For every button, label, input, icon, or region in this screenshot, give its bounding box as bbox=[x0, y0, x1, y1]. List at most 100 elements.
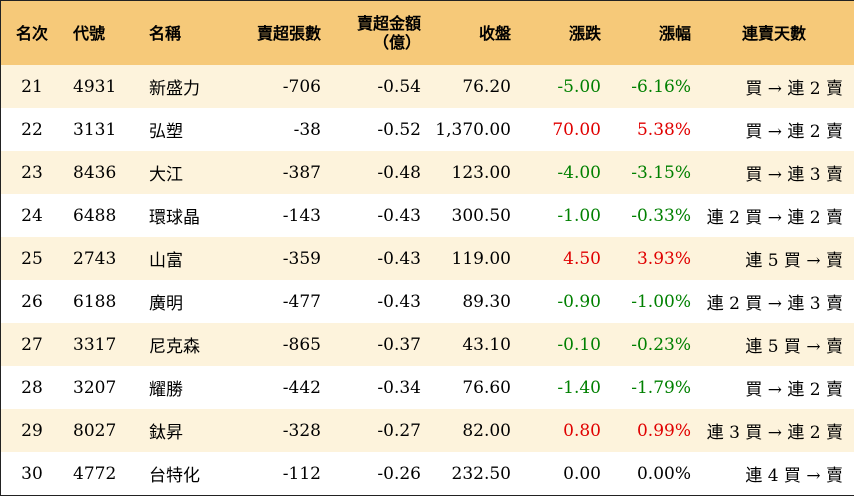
cell-rank: 30 bbox=[21, 463, 43, 484]
cell-close: 82.00 bbox=[462, 420, 511, 441]
cell-code: 6188 bbox=[73, 291, 117, 312]
cell-code: 6488 bbox=[73, 205, 117, 226]
cell-net-sell-amount: -0.43 bbox=[377, 291, 421, 312]
cell-rank: 24 bbox=[21, 205, 43, 226]
cell-code: 2743 bbox=[73, 248, 117, 269]
table-row: 23 8436 大江 -387 -0.48 123.00 -4.00 -3.15% 買 → 連 … bbox=[1, 151, 854, 194]
cell-close: 119.00 bbox=[451, 248, 511, 269]
cell-rank: 21 bbox=[21, 76, 43, 97]
cell-net-sell-shares: -706 bbox=[282, 76, 321, 97]
cell-rank: 22 bbox=[21, 119, 43, 140]
cell-close: 300.50 bbox=[451, 205, 511, 226]
cell-net-sell-amount: -0.54 bbox=[377, 76, 421, 97]
cell-change: 4.50 bbox=[563, 248, 601, 269]
cell-consecutive-days: 連 3 買 → 連 2 賣 bbox=[706, 423, 843, 443]
cell-change-pct: -1.00% bbox=[631, 291, 691, 312]
cell-consecutive-days: 買 → 連 2 賣 bbox=[745, 380, 843, 400]
header-net-sell-shares: 賣超張數 bbox=[256, 23, 321, 43]
cell-consecutive-days: 連 2 買 → 連 2 賣 bbox=[706, 208, 843, 228]
cell-code: 3207 bbox=[73, 377, 117, 398]
cell-close: 76.60 bbox=[462, 377, 511, 398]
cell-change-pct: -3.15% bbox=[631, 162, 691, 183]
cell-change: -0.10 bbox=[557, 334, 601, 355]
cell-change: -0.90 bbox=[557, 291, 601, 312]
cell-net-sell-shares: -865 bbox=[282, 334, 321, 355]
cell-consecutive-days: 連 5 買 → 賣 bbox=[745, 337, 843, 357]
cell-net-sell-amount: -0.26 bbox=[377, 463, 421, 484]
cell-change: -1.00 bbox=[557, 205, 601, 226]
cell-consecutive-days: 連 5 買 → 賣 bbox=[745, 251, 843, 271]
cell-name: 鈦昇 bbox=[149, 423, 183, 443]
cell-net-sell-shares: -442 bbox=[282, 377, 321, 398]
header-rank: 名次 bbox=[15, 23, 48, 43]
table-row: 27 3317 尼克森 -865 -0.37 43.10 -0.10 -0.23% 連 5 買 … bbox=[1, 323, 854, 366]
cell-rank: 26 bbox=[21, 291, 43, 312]
cell-consecutive-days: 連 2 買 → 連 3 賣 bbox=[706, 294, 843, 314]
cell-code: 4931 bbox=[73, 76, 117, 97]
cell-rank: 23 bbox=[21, 162, 43, 183]
cell-rank: 27 bbox=[21, 334, 43, 355]
table-header: 名次 代號 名稱 賣超張數 賣超金額 （億） 收盤 漲跌 漲幅 連賣天數 bbox=[1, 1, 854, 65]
header-change: 漲跌 bbox=[568, 23, 601, 43]
header-consecutive-days: 連賣天數 bbox=[741, 23, 806, 43]
header-name: 名稱 bbox=[149, 23, 182, 43]
cell-name: 山富 bbox=[149, 251, 183, 271]
cell-net-sell-amount: -0.48 bbox=[377, 162, 421, 183]
cell-net-sell-amount: -0.37 bbox=[377, 334, 421, 355]
cell-rank: 28 bbox=[21, 377, 43, 398]
cell-close: 232.50 bbox=[451, 463, 511, 484]
cell-name: 環球晶 bbox=[149, 208, 200, 228]
cell-net-sell-shares: -328 bbox=[282, 420, 321, 441]
table-row: 21 4931 新盛力 -706 -0.54 76.20 -5.00 -6.16% 買 → 連 … bbox=[1, 65, 854, 108]
cell-close: 123.00 bbox=[451, 162, 511, 183]
header-net-sell-amount-unit: （億） bbox=[372, 33, 421, 52]
cell-name: 大江 bbox=[149, 165, 183, 185]
cell-net-sell-amount: -0.27 bbox=[377, 420, 421, 441]
cell-change-pct: -0.23% bbox=[631, 334, 691, 355]
cell-net-sell-amount: -0.34 bbox=[377, 377, 421, 398]
cell-change-pct: 0.99% bbox=[636, 420, 691, 441]
header-row: 名次 代號 名稱 賣超張數 賣超金額 （億） 收盤 漲跌 漲幅 連賣天數 bbox=[1, 1, 854, 65]
header-net-sell-amount-line1: 賣超金額 bbox=[356, 14, 421, 33]
cell-rank: 29 bbox=[21, 420, 43, 441]
table-row: 30 4772 台特化 -112 -0.26 232.50 0.00 0.00% 連 4 買 →… bbox=[1, 452, 854, 495]
cell-net-sell-shares: -112 bbox=[282, 463, 321, 484]
cell-change: -4.00 bbox=[557, 162, 601, 183]
cell-close: 89.30 bbox=[462, 291, 511, 312]
table-row: 25 2743 山富 -359 -0.43 119.00 4.50 3.93% 連 5 買 → … bbox=[1, 237, 854, 280]
cell-change-pct: -6.16% bbox=[631, 76, 691, 97]
cell-change: 0.00 bbox=[563, 463, 601, 484]
table-row: 24 6488 環球晶 -143 -0.43 300.50 -1.00 -0.33% 連 2 買… bbox=[1, 194, 854, 237]
cell-consecutive-days: 買 → 連 3 賣 bbox=[745, 165, 843, 185]
cell-change: 0.80 bbox=[563, 420, 601, 441]
cell-net-sell-shares: -477 bbox=[282, 291, 321, 312]
cell-net-sell-amount: -0.43 bbox=[377, 205, 421, 226]
cell-net-sell-shares: -387 bbox=[282, 162, 321, 183]
cell-name: 弘塑 bbox=[149, 122, 183, 142]
cell-net-sell-amount: -0.52 bbox=[377, 119, 421, 140]
cell-net-sell-shares: -143 bbox=[282, 205, 321, 226]
header-code: 代號 bbox=[73, 23, 106, 43]
cell-consecutive-days: 買 → 連 2 賣 bbox=[745, 79, 843, 99]
cell-change-pct: -1.79% bbox=[631, 377, 691, 398]
header-net-sell-amount: 賣超金額 （億） bbox=[321, 1, 421, 65]
table-row: 28 3207 耀勝 -442 -0.34 76.60 -1.40 -1.79% 買 → 連 2… bbox=[1, 366, 854, 409]
cell-change-pct: 0.00% bbox=[636, 463, 691, 484]
cell-change: -5.00 bbox=[557, 76, 601, 97]
cell-change: -1.40 bbox=[557, 377, 601, 398]
cell-change-pct: 3.93% bbox=[636, 248, 691, 269]
cell-change: 70.00 bbox=[552, 119, 601, 140]
table-row: 26 6188 廣明 -477 -0.43 89.30 -0.90 -1.00% 連 2 買 →… bbox=[1, 280, 854, 323]
cell-change-pct: 5.38% bbox=[636, 119, 691, 140]
cell-consecutive-days: 買 → 連 2 賣 bbox=[745, 122, 843, 142]
cell-consecutive-days: 連 4 買 → 賣 bbox=[745, 466, 843, 486]
header-change-pct: 漲幅 bbox=[658, 23, 691, 43]
table-row: 29 8027 鈦昇 -328 -0.27 82.00 0.80 0.99% 連 3 買 → 連… bbox=[1, 409, 854, 452]
cell-net-sell-amount: -0.43 bbox=[377, 248, 421, 269]
cell-name: 台特化 bbox=[149, 466, 200, 486]
cell-code: 4772 bbox=[73, 463, 117, 484]
cell-name: 耀勝 bbox=[149, 380, 183, 400]
cell-change-pct: -0.33% bbox=[631, 205, 691, 226]
